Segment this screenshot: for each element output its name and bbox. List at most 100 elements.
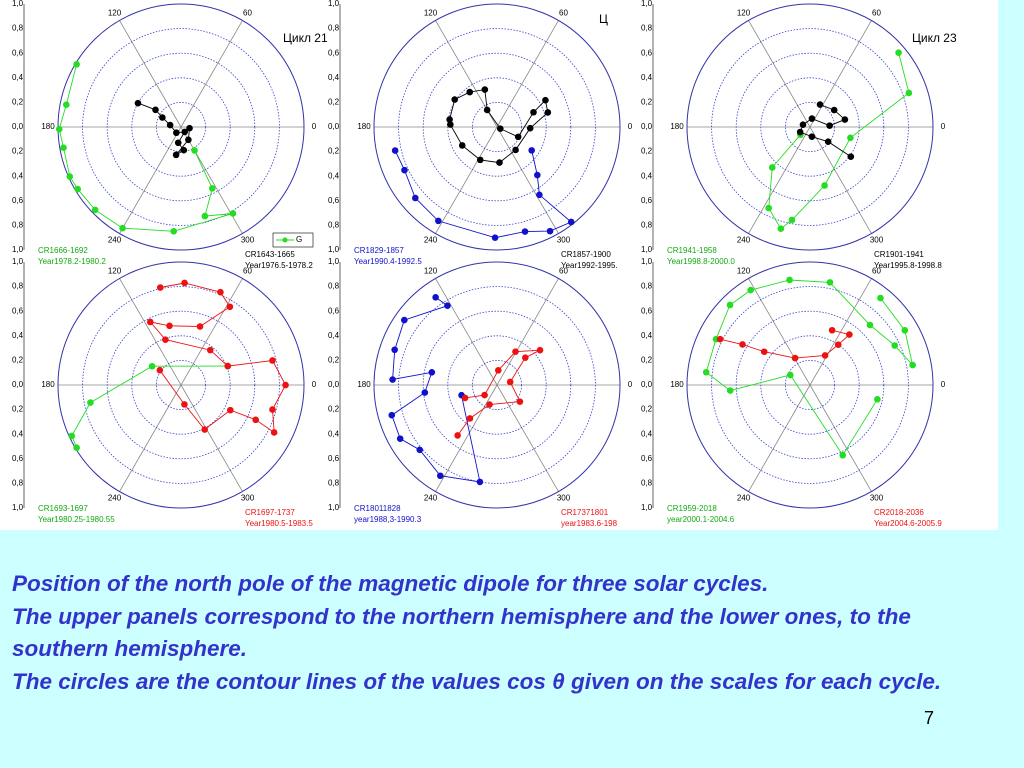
data-point: [891, 342, 899, 349]
data-point: [416, 446, 424, 454]
data-point: [874, 396, 881, 403]
data-point: [55, 125, 63, 133]
theta-tick-label: 0: [628, 122, 633, 131]
r-tick-label: 0,4: [328, 73, 340, 82]
data-point: [119, 224, 126, 232]
r-tick-label: 0,6: [12, 306, 24, 315]
legend-period: Year2004.6-2005.9: [874, 519, 942, 528]
data-point: [796, 128, 804, 136]
data-point: [491, 234, 499, 241]
grid-circle: [82, 286, 280, 484]
grid-circle: [785, 359, 836, 410]
r-tick-label: 0,8: [328, 24, 340, 33]
r-tick-label: 1,0: [328, 245, 340, 254]
data-point: [747, 286, 754, 294]
data-point: [201, 212, 209, 220]
series-line: [457, 349, 541, 436]
data-point: [401, 316, 408, 324]
grid-circle: [711, 28, 909, 226]
series-line: [58, 64, 234, 232]
data-point: [252, 416, 259, 424]
data-point: [87, 399, 94, 406]
data-point: [716, 335, 724, 343]
caption-line: Position of the north pole of the magnet…: [12, 571, 769, 596]
spoke: [496, 384, 559, 492]
legend-period: Year1992-1995.: [561, 261, 618, 270]
r-tick-label: 0,0: [641, 380, 653, 389]
theta-tick-label: 300: [870, 494, 884, 503]
data-point: [824, 138, 832, 146]
data-point: [68, 432, 76, 440]
spoke: [180, 20, 243, 128]
data-point: [828, 326, 836, 334]
data-point: [196, 323, 204, 330]
data-point: [799, 121, 807, 129]
r-tick-label: 0,8: [641, 479, 653, 488]
data-point: [172, 151, 180, 159]
data-point: [166, 322, 173, 330]
data-point: [174, 139, 182, 147]
data-point: [476, 156, 484, 164]
data-point: [536, 191, 543, 199]
data-point: [73, 444, 80, 452]
data-point: [224, 362, 232, 370]
data-point: [391, 346, 398, 354]
r-tick-label: 0,0: [12, 122, 24, 131]
data-point: [877, 294, 884, 302]
panel-title: Ц: [599, 12, 608, 26]
r-tick-label: 0,2: [328, 405, 340, 414]
r-tick-label: 0,6: [641, 48, 653, 57]
r-tick-label: 0,8: [328, 479, 340, 488]
legend-name: CR2018-2036: [874, 508, 924, 517]
legend-name: CR1697-1737: [245, 508, 295, 517]
grid-circle: [106, 52, 256, 202]
data-point: [148, 362, 156, 370]
data-point: [396, 435, 404, 442]
r-tick-label: 0,8: [328, 221, 340, 230]
data-point: [808, 115, 816, 122]
data-point: [173, 129, 180, 137]
theta-tick-label: 240: [737, 494, 751, 503]
data-point: [181, 401, 188, 408]
data-point: [839, 451, 847, 459]
data-point: [522, 354, 529, 361]
data-point: [821, 182, 828, 189]
r-tick-label: 0,2: [328, 147, 340, 156]
spoke: [496, 126, 559, 234]
data-point: [521, 228, 529, 235]
theta-tick-label: 0: [941, 380, 946, 389]
theta-tick-label: 240: [108, 494, 122, 503]
r-tick-label: 0,4: [328, 171, 340, 180]
data-point: [826, 122, 833, 129]
data-point: [895, 49, 902, 56]
data-point: [546, 227, 554, 235]
legend-period: year2000.1-2004.6: [667, 515, 735, 524]
grid-circle: [711, 286, 909, 484]
r-tick-label: 0,6: [328, 48, 340, 57]
spoke: [119, 278, 182, 386]
data-point: [447, 121, 454, 128]
theta-tick-label: 60: [872, 267, 881, 276]
legend-period: Year1995.8-1998.8: [874, 261, 942, 270]
data-point: [421, 389, 429, 396]
data-point: [444, 302, 451, 310]
data-point: [486, 401, 493, 408]
grid-circle: [447, 335, 547, 435]
data-point: [389, 376, 396, 383]
theta-tick-label: 300: [241, 236, 255, 245]
r-tick-label: 0,2: [328, 98, 340, 107]
r-tick-label: 1,0: [12, 257, 24, 266]
data-point: [821, 352, 829, 359]
data-point: [786, 371, 794, 379]
r-tick-label: 0,2: [641, 147, 653, 156]
data-point: [181, 279, 188, 287]
spoke: [748, 384, 811, 492]
series-line: [71, 365, 228, 448]
data-point: [60, 144, 67, 152]
theta-tick-label: 180: [670, 122, 684, 131]
theta-tick-label: 120: [424, 267, 438, 276]
data-point: [542, 96, 549, 104]
grid-circle: [106, 310, 256, 460]
outer-circle: [686, 3, 934, 251]
legend-name: CR1666-1692: [38, 246, 88, 255]
